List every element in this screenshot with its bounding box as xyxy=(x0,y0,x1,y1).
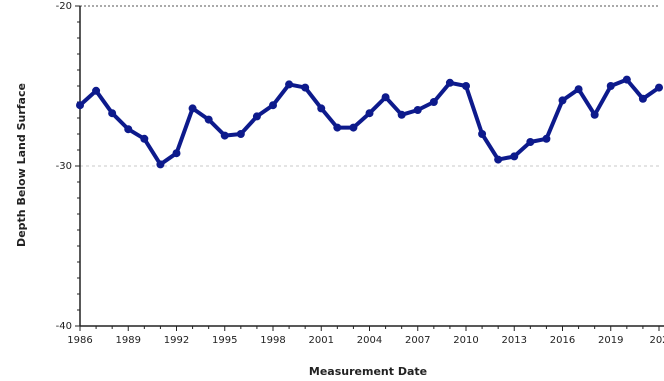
data-point xyxy=(108,109,117,118)
x-tick-label: 1992 xyxy=(164,335,189,346)
data-point xyxy=(462,82,470,90)
x-tick-label: 2001 xyxy=(309,335,334,346)
data-point xyxy=(92,86,101,95)
data-point xyxy=(590,110,599,119)
data-point xyxy=(172,149,181,158)
series-line xyxy=(78,77,661,167)
y-tick-label: -20 xyxy=(56,1,72,12)
data-point xyxy=(478,130,487,138)
data-point xyxy=(510,152,519,161)
data-point xyxy=(156,160,165,169)
x-tick-label: 2013 xyxy=(502,335,527,346)
data-point xyxy=(655,83,663,92)
y-tick-label: -30 xyxy=(56,161,72,172)
data-point xyxy=(188,104,197,113)
y-axis-title: Depth Below Land Surface xyxy=(15,83,28,247)
data-point xyxy=(574,85,583,94)
y-tick-label: -40 xyxy=(56,321,72,332)
x-tick-label: 1986 xyxy=(67,335,92,346)
data-point xyxy=(269,101,277,110)
x-tick-label: 2010 xyxy=(453,335,478,346)
x-tick-label: 2019 xyxy=(598,335,623,346)
data-point xyxy=(413,106,422,114)
data-point xyxy=(124,125,133,134)
data-point xyxy=(236,130,245,138)
data-point xyxy=(204,115,213,124)
x-tick-label: 2016 xyxy=(550,335,575,346)
data-point xyxy=(397,110,406,119)
data-point xyxy=(494,155,503,164)
data-point xyxy=(220,131,229,140)
x-tick-label: 2004 xyxy=(357,335,382,346)
data-point xyxy=(76,101,84,110)
data-point xyxy=(140,134,149,143)
x-tick-label: 202 xyxy=(649,335,664,346)
data-point xyxy=(349,123,358,132)
data-point xyxy=(445,78,454,87)
x-tick-label: 1989 xyxy=(116,335,141,346)
data-point xyxy=(606,82,615,90)
x-axis-title: Measurement Date xyxy=(309,365,427,378)
x-tick-label: 1998 xyxy=(260,335,285,346)
data-point xyxy=(317,104,326,113)
data-point xyxy=(622,75,631,84)
data-point xyxy=(429,98,438,106)
data-point xyxy=(285,80,294,89)
data-point xyxy=(526,138,535,146)
data-point xyxy=(301,83,310,92)
x-tick-label: 1995 xyxy=(212,335,237,346)
data-point xyxy=(365,109,374,118)
x-tick-label: 2007 xyxy=(405,335,430,346)
data-point xyxy=(542,134,551,143)
data-point xyxy=(381,93,390,102)
data-point xyxy=(333,123,342,132)
data-point xyxy=(252,112,261,121)
data-point xyxy=(558,96,567,105)
data-point xyxy=(638,94,647,103)
